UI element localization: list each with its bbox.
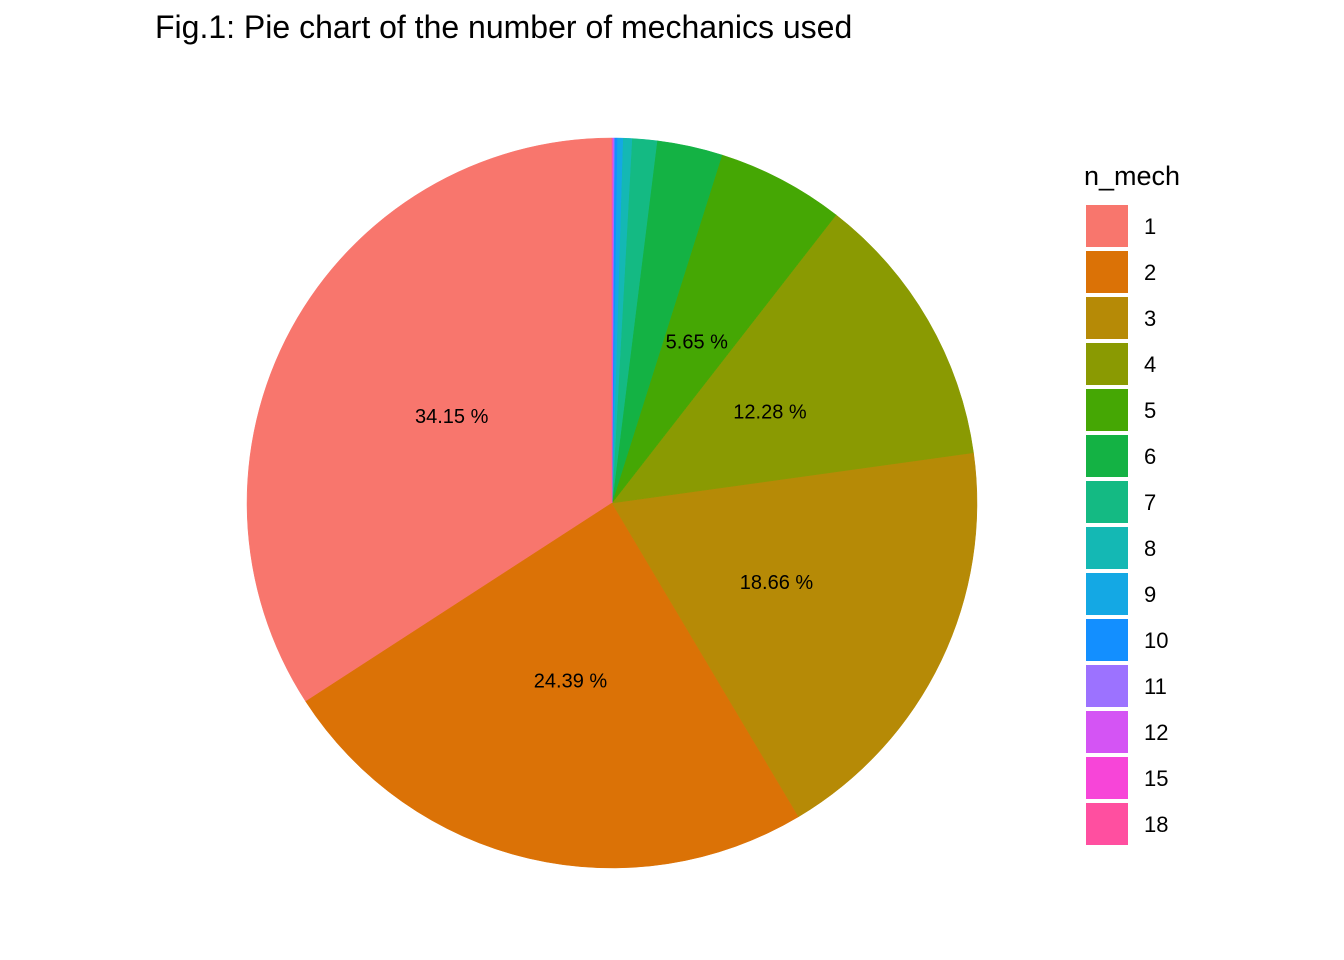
legend-label-18: 18 xyxy=(1144,812,1168,837)
legend-label-3: 3 xyxy=(1144,306,1156,331)
legend-key-5 xyxy=(1086,389,1128,431)
legend-key-10 xyxy=(1086,619,1128,661)
legend-key-9 xyxy=(1086,573,1128,615)
slice-label-2: 24.39 % xyxy=(534,671,608,693)
legend-label-4: 4 xyxy=(1144,352,1156,377)
legend-label-10: 10 xyxy=(1144,628,1168,653)
legend-key-3 xyxy=(1086,297,1128,339)
legend-key-7 xyxy=(1086,481,1128,523)
legend-key-12 xyxy=(1086,711,1128,753)
legend-title: n_mech xyxy=(1084,161,1180,191)
legend-key-6 xyxy=(1086,435,1128,477)
legend-key-1 xyxy=(1086,205,1128,247)
pie-slice-4 xyxy=(611,214,974,504)
pie-slice-2 xyxy=(305,502,799,869)
pie-slice-3 xyxy=(611,452,978,818)
chart-title: Fig.1: Pie chart of the number of mechan… xyxy=(155,9,852,45)
legend-key-15 xyxy=(1086,757,1128,799)
slice-label-1: 34.15 % xyxy=(415,406,489,428)
legend-key-8 xyxy=(1086,527,1128,569)
legend-label-9: 9 xyxy=(1144,582,1156,607)
legend-label-12: 12 xyxy=(1144,720,1168,745)
legend-label-1: 1 xyxy=(1144,214,1156,239)
slice-label-4: 12.28 % xyxy=(733,402,807,424)
legend-label-11: 11 xyxy=(1144,674,1167,699)
legend-key-11 xyxy=(1086,665,1128,707)
legend-label-8: 8 xyxy=(1144,536,1156,561)
legend-label-2: 2 xyxy=(1144,260,1156,285)
slice-label-3: 18.66 % xyxy=(740,572,814,594)
pie-slice-1 xyxy=(246,137,613,702)
legend-key-18 xyxy=(1086,803,1128,845)
pie-slices xyxy=(246,137,978,869)
legend-label-15: 15 xyxy=(1144,766,1168,791)
legend-key-4 xyxy=(1086,343,1128,385)
legend-label-5: 5 xyxy=(1144,398,1156,423)
slice-labels: 34.15 % 24.39 % 18.66 % 12.28 % 5.65 % xyxy=(415,331,813,692)
slice-label-5: 5.65 % xyxy=(666,331,728,353)
pie-slice-5 xyxy=(611,154,837,504)
legend-label-7: 7 xyxy=(1144,490,1156,515)
legend-label-6: 6 xyxy=(1144,444,1156,469)
legend-key-2 xyxy=(1086,251,1128,293)
